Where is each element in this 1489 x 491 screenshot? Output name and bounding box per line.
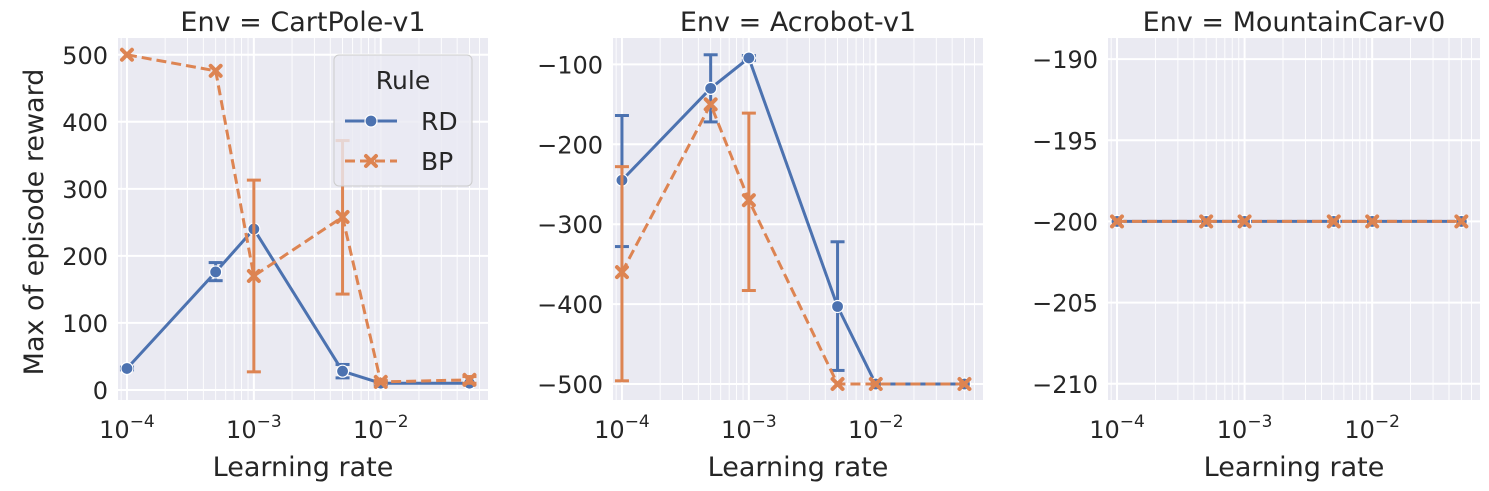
x-tick-label: 10−2 [1344,412,1400,444]
x-tick-exponent: −4 [130,412,155,432]
x-tick-base: 10 [1089,416,1120,444]
x-tick-base: 10 [848,416,879,444]
x-tick-exponent: −3 [1247,412,1272,432]
data-point [119,47,134,62]
series-line [620,102,965,386]
series-BP [119,47,477,389]
data-point [1454,214,1469,229]
data-point [462,372,477,387]
y-tick-label: −200 [537,131,603,159]
data-point [868,377,883,392]
y-tick-label: −205 [1032,290,1098,318]
panel-title: Env = Acrobot-v1 [680,7,916,38]
series-BP [614,97,972,392]
y-tick-label: −500 [537,371,603,399]
x-axis-label: Learning rate [1204,452,1385,483]
series-BP [1110,214,1469,229]
x-axis-label: Learning rate [213,452,394,483]
x-tick-label: 10−3 [1217,412,1273,444]
plot-area [613,38,983,400]
data-point [373,374,388,389]
x-tick-exponent: −3 [257,412,282,432]
panel-title: Env = CartPole-v1 [180,7,425,38]
x-tick-label: 10−2 [848,412,904,444]
x-tick-label: 10−3 [226,412,282,444]
data-point [208,63,223,78]
data-point [120,361,134,376]
data-point [1237,214,1252,229]
data-point [704,81,718,95]
x-tick-label: 10−2 [353,412,409,444]
x-tick-exponent: −2 [383,412,408,432]
data-point [209,265,223,279]
data-point [1326,214,1341,229]
grid [118,38,488,400]
data-point [246,268,261,283]
y-tick-label: −195 [1032,127,1098,155]
data-point [703,97,718,112]
x-tick-base: 10 [721,416,752,444]
series-line [126,53,470,384]
x-tick-exponent: −3 [752,412,777,432]
legend-marker-BP [364,154,378,168]
x-tick-label: 10−3 [721,412,777,444]
legend-box [333,54,473,187]
x-tick-base: 10 [1344,416,1375,444]
data-point [1199,214,1214,229]
x-tick-base: 10 [594,416,625,444]
data-point [830,299,845,314]
data-point [1110,214,1125,229]
x-tick-exponent: −4 [625,412,650,432]
y-tick-label: −100 [537,51,603,79]
y-tick-label: −200 [1032,208,1098,236]
legend-title: Rule [376,66,430,95]
x-tick-base: 10 [353,416,384,444]
panel-title: Env = MountainCar-v0 [1143,7,1446,38]
x-tick-label: 10−4 [1089,412,1145,444]
x-tick-exponent: −2 [878,412,903,432]
y-tick-label: 400 [62,109,108,137]
plot-area [1108,38,1480,400]
data-point [742,51,756,65]
x-tick-base: 10 [226,416,257,444]
y-tick-label: −210 [1032,371,1098,399]
series-line [125,227,470,385]
legend-label-RD: RD [421,107,458,136]
series-line [620,56,965,386]
legend-label-BP: BP [421,147,453,176]
x-axis-label: Learning rate [708,452,889,483]
data-point [741,193,756,208]
x-tick-label: 10−4 [99,412,155,444]
x-tick-exponent: −4 [1120,412,1145,432]
legend: Rule RD BP [333,54,473,187]
y-tick-label: −400 [537,291,603,319]
y-tick-label: 100 [62,310,108,338]
y-axis-label: Max of episode reward [19,69,50,376]
x-tick-base: 10 [99,416,130,444]
data-point [830,377,845,392]
y-tick-label: −300 [537,211,603,239]
legend-marker-RD [364,114,378,128]
data-point [335,364,350,378]
y-tick-label: 200 [62,243,108,271]
x-tick-label: 10−4 [594,412,650,444]
y-tick-label: 300 [62,176,108,204]
data-point [335,209,350,224]
y-tick-label: 0 [93,377,108,405]
data-point [1365,214,1380,229]
y-tick-label: −190 [1032,46,1098,74]
y-tick-label: 500 [62,42,108,70]
data-point [614,265,629,280]
data-point [957,377,972,392]
x-tick-exponent: −2 [1375,412,1400,432]
x-tick-base: 10 [1217,416,1248,444]
